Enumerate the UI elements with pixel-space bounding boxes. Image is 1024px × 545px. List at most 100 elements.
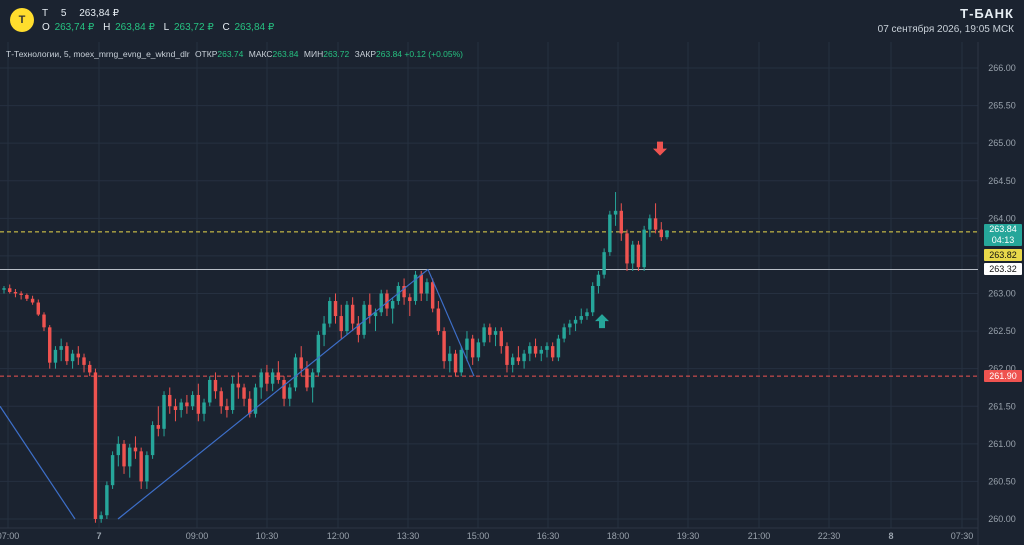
candle[interactable] <box>533 338 538 358</box>
candle[interactable] <box>579 308 583 324</box>
candle[interactable] <box>630 240 635 271</box>
candle[interactable] <box>613 192 618 226</box>
candle[interactable] <box>185 394 189 414</box>
candle[interactable] <box>339 304 343 339</box>
candle[interactable] <box>408 293 412 317</box>
candle[interactable] <box>659 222 663 241</box>
candle[interactable] <box>328 297 332 328</box>
candle[interactable] <box>253 383 258 418</box>
candle[interactable] <box>499 327 503 354</box>
candle[interactable] <box>122 440 126 474</box>
candle[interactable] <box>242 383 246 407</box>
candle[interactable] <box>156 406 161 437</box>
candle[interactable] <box>230 376 235 414</box>
ticker[interactable]: T <box>42 8 49 19</box>
interval[interactable]: 5 <box>60 8 67 19</box>
candle[interactable] <box>13 288 18 298</box>
candle[interactable] <box>76 346 81 365</box>
candle[interactable] <box>8 284 12 294</box>
candle[interactable] <box>116 436 121 467</box>
candle[interactable] <box>442 327 446 369</box>
candle[interactable] <box>350 297 355 332</box>
trend-line[interactable] <box>117 268 429 520</box>
candle[interactable] <box>345 301 349 335</box>
candle[interactable] <box>568 319 572 335</box>
candle[interactable] <box>453 349 458 377</box>
candle[interactable] <box>225 398 229 418</box>
candle[interactable] <box>322 316 326 347</box>
candle[interactable] <box>270 368 275 392</box>
candle[interactable] <box>430 278 435 313</box>
candle[interactable] <box>562 323 566 343</box>
trend-line[interactable] <box>427 269 475 377</box>
candle[interactable] <box>482 323 486 347</box>
candle[interactable] <box>265 364 269 392</box>
candle[interactable] <box>362 301 366 339</box>
candle[interactable] <box>145 451 149 489</box>
candle[interactable] <box>288 383 292 407</box>
candle[interactable] <box>105 481 109 519</box>
candle[interactable] <box>356 316 361 343</box>
candle[interactable] <box>539 346 543 362</box>
candle[interactable] <box>476 338 481 362</box>
candle[interactable] <box>402 278 406 305</box>
candle[interactable] <box>585 308 589 320</box>
candle[interactable] <box>42 312 46 332</box>
candle[interactable] <box>168 387 172 414</box>
candle[interactable] <box>465 331 469 362</box>
candle[interactable] <box>436 301 441 335</box>
candle[interactable] <box>53 346 58 369</box>
candle[interactable] <box>276 361 281 384</box>
candle[interactable] <box>608 210 612 256</box>
candle[interactable] <box>596 270 601 294</box>
candle[interactable] <box>162 391 166 437</box>
candle[interactable] <box>573 316 578 332</box>
candle[interactable] <box>510 353 515 373</box>
candle[interactable] <box>379 289 383 317</box>
candle[interactable] <box>648 214 652 238</box>
candle[interactable] <box>70 349 75 369</box>
candle[interactable] <box>333 293 338 324</box>
candle[interactable] <box>665 230 669 240</box>
candle[interactable] <box>310 368 315 403</box>
candle[interactable] <box>93 368 98 523</box>
candle[interactable] <box>139 447 143 489</box>
candle[interactable] <box>150 421 155 459</box>
candle[interactable] <box>59 338 63 362</box>
candle[interactable] <box>488 323 492 343</box>
candle[interactable] <box>653 203 658 234</box>
candle[interactable] <box>493 327 498 347</box>
candle[interactable] <box>259 368 263 399</box>
candle[interactable] <box>505 342 509 373</box>
candle[interactable] <box>413 270 418 305</box>
candle[interactable] <box>619 203 623 241</box>
candle[interactable] <box>556 334 561 362</box>
candle[interactable] <box>208 376 212 407</box>
candle[interactable] <box>48 325 52 369</box>
candle[interactable] <box>459 346 463 377</box>
candle[interactable] <box>545 342 549 358</box>
candle[interactable] <box>82 353 86 373</box>
candle[interactable] <box>236 372 241 399</box>
candle[interactable] <box>213 372 218 399</box>
candle[interactable] <box>516 346 521 365</box>
candle[interactable] <box>88 361 92 377</box>
candle[interactable] <box>30 295 35 305</box>
candle[interactable] <box>110 451 115 489</box>
candle[interactable] <box>65 342 69 365</box>
candle[interactable] <box>293 353 298 392</box>
trend-line[interactable] <box>0 405 76 520</box>
candle[interactable] <box>2 285 6 294</box>
candle[interactable] <box>419 270 423 302</box>
candle[interactable] <box>196 383 201 422</box>
candle[interactable] <box>642 225 646 271</box>
candle[interactable] <box>219 387 223 414</box>
candle[interactable] <box>636 240 641 271</box>
candle[interactable] <box>19 291 23 300</box>
candle[interactable] <box>316 331 321 377</box>
candle[interactable] <box>368 293 372 324</box>
candle[interactable] <box>528 342 532 362</box>
candle[interactable] <box>522 349 526 369</box>
candle[interactable] <box>179 398 183 418</box>
candle[interactable] <box>390 297 395 324</box>
